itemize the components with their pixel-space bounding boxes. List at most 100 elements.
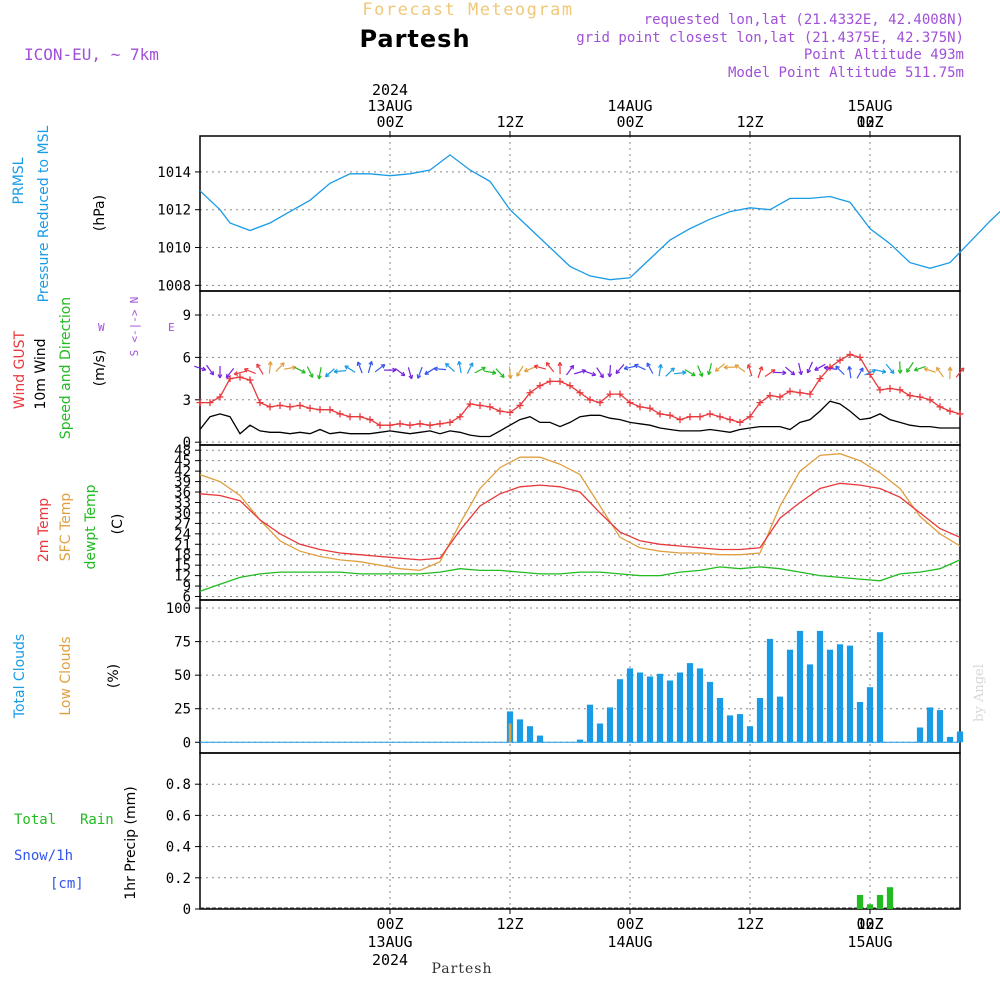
wind-arrow-shaft [234,370,246,375]
wind-arrow-head [457,360,462,366]
y-tick-label: 0.2 [166,871,191,887]
total-cloud-bar [756,698,764,743]
wind-direction-arrow [935,366,944,378]
wind-arrow-shaft [885,363,895,374]
y-tick-label: 3 [183,393,191,409]
wind-arrow-head [698,372,704,377]
rain-bar [876,895,884,909]
gust-point [316,406,324,414]
wind-arrow-shaft [495,368,505,378]
gust-point [526,389,534,397]
wind-arrow-head [516,372,521,377]
total-cloud-bar [916,727,924,743]
wind-arrow-shaft [615,364,625,374]
bottom-time-label: 00Z [856,915,883,933]
total-cloud-bar [836,644,844,743]
wind-direction-arrow [923,367,936,373]
wind-direction-arrow [275,362,285,372]
wind-arrow-shaft [835,365,845,376]
wind-direction-arrow [407,367,414,380]
model-name: ICON-EU, ~ 7km [24,45,159,64]
wind-arrow-shaft [899,361,901,374]
pressure-desc-label: Pressure Reduced to MSL [36,125,52,302]
wind-arrow-head [591,371,597,377]
wind-direction-arrow [746,364,753,377]
gust-point [576,389,584,397]
wind-arrow-head [424,370,429,375]
top-time-label: 14AUG [607,97,652,115]
wind-direction-arrow [333,368,347,374]
temp-dewpt-label: dewpt Temp [83,484,99,569]
wind-direction-arrow [847,365,853,379]
wind-direction-arrow [634,363,646,371]
wind-direction-arrow [584,370,597,377]
panel-1: 0 3 6 9 [183,290,961,451]
compass-s: S [128,350,141,357]
wind-direction-arrow [516,365,524,377]
wind-arrow-shaft [955,367,965,378]
gust-point [746,413,754,421]
wind-arrow-head [469,362,474,367]
total-cloud-bar [766,638,774,743]
wind-arrow-shaft [864,369,876,376]
wind-unit: (m/s) [92,350,108,387]
compass-w: W [98,321,105,334]
gust-point [356,413,364,421]
wind-direction-arrow [835,365,845,376]
gust-point [766,392,774,400]
wind-arrow-shaft [417,366,423,379]
total-cloud-bar [866,687,874,743]
wind-arrow-head [267,361,273,366]
gust-point [726,416,734,424]
y-tick-label: 27 [174,516,191,532]
gust-point [266,403,274,411]
total-cloud-bar [746,726,754,743]
wind-arrow-shaft [424,367,436,375]
wind-arrow-head [280,362,285,367]
panel-frame [199,290,961,446]
gust-point [476,401,484,409]
y-tick-label: 25 [174,702,191,718]
wind-arrow-head [935,366,941,372]
top-time-label: 00Z [376,113,403,131]
wind-arrow-head [806,368,812,374]
series-line-sfc-temp [199,453,961,572]
rain-bar [856,895,864,909]
total-cloud-bar [646,676,654,743]
wind-direction-arrow [324,368,335,378]
subtitle: Forecast Meteogram [362,0,573,20]
wind-arrow-head [256,363,261,369]
wind-direction-arrow [897,361,903,374]
wind-arrow-shaft [747,364,753,377]
wind-arrow-shaft [516,365,524,377]
gust-point [546,377,554,385]
pressure-unit: (hPa) [92,195,108,231]
gust-point [516,401,524,409]
wind-arrow-shaft [374,364,386,373]
wind-direction-arrow [874,368,887,374]
y-tick-label: 15 [174,558,191,574]
wind-arrow-shaft [333,370,347,373]
wind-arrow-shaft [673,371,687,375]
wind-direction-arrow [367,360,374,374]
footer-location: Partesh [432,961,493,977]
wind-arrow-head [897,369,903,374]
gust-point [436,420,444,428]
wind-arrow-shaft [814,363,826,371]
total-cloud-bar [796,630,804,743]
gust-point [706,410,714,418]
temp-2m-label: 2m Temp [36,498,52,562]
wind-arrow-head [569,364,575,370]
top-time-label: 12Z [496,113,523,131]
wind-arrow-shaft [275,362,285,372]
wind-direction-arrow [283,365,297,371]
gust-point [936,403,944,411]
gust-point [196,399,204,407]
wind-direction-arrow [723,364,737,370]
wind-direction-arrow [483,370,497,375]
wind-arrow-shaft [574,369,586,375]
wind-arrow-shaft [256,363,264,375]
model-altitude: Model Point Altitude 511.75m [728,65,964,81]
y-tick-label: 12 [174,569,191,585]
